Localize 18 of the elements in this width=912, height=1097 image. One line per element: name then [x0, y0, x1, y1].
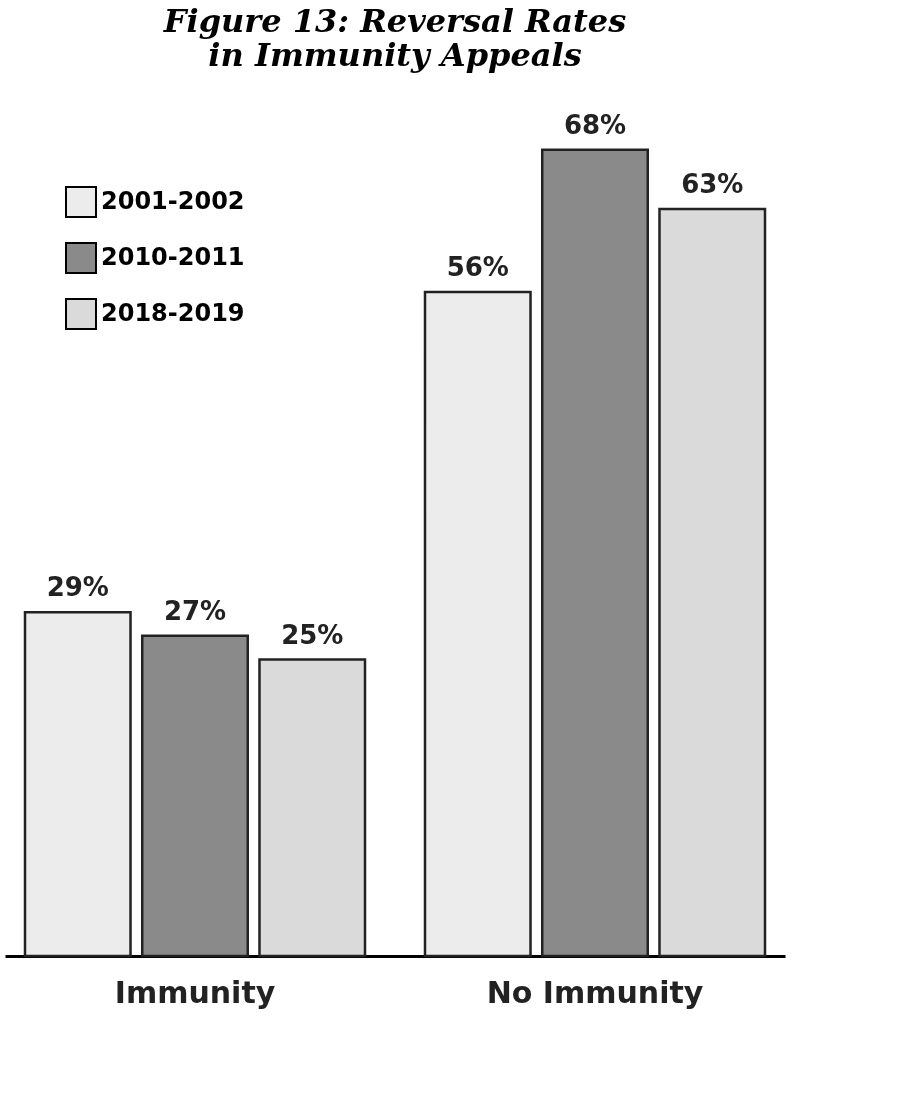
data-label: 56%	[446, 252, 509, 282]
bar	[23, 610, 132, 958]
bar	[540, 148, 650, 958]
data-label: 63%	[681, 169, 744, 199]
bar	[258, 658, 367, 958]
bar	[140, 634, 250, 958]
chart-title: Figure 13: Reversal Rates in Immunity Appeals	[162, 1, 627, 74]
bar	[423, 290, 532, 958]
legend-label: 2010-2011	[101, 243, 245, 271]
data-label: 68%	[563, 109, 627, 140]
x-tick-label: Immunity	[114, 974, 276, 1010]
data-label: 25%	[281, 619, 344, 650]
data-label: 27%	[163, 595, 227, 626]
bar	[658, 207, 767, 958]
data-label: 29%	[46, 572, 109, 603]
x-tick-label: No Immunity	[486, 974, 704, 1010]
legend-label: 2001-2002	[101, 187, 245, 215]
legend-label: 2018-2019	[101, 299, 245, 327]
